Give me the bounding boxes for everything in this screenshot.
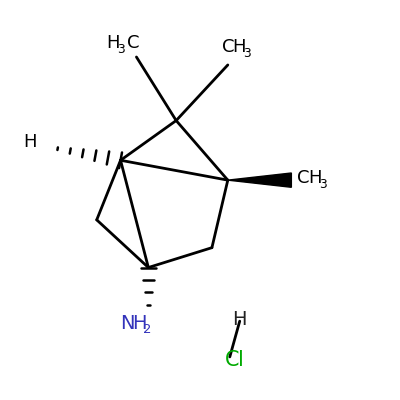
Text: C: C — [126, 34, 139, 52]
Text: 3: 3 — [319, 178, 326, 192]
Text: 2: 2 — [143, 323, 152, 336]
Text: N: N — [120, 314, 135, 333]
Text: H: H — [107, 34, 120, 52]
Text: C: C — [222, 38, 234, 56]
Text: C: C — [297, 169, 310, 187]
Text: C: C — [225, 350, 240, 370]
Text: H: H — [308, 169, 322, 187]
Text: H: H — [232, 310, 246, 329]
Text: H: H — [23, 134, 37, 152]
Text: 3: 3 — [117, 43, 125, 56]
Text: H: H — [232, 38, 246, 56]
Polygon shape — [228, 173, 291, 187]
Text: 3: 3 — [243, 47, 251, 60]
Text: H: H — [132, 314, 146, 333]
Text: l: l — [238, 350, 244, 370]
